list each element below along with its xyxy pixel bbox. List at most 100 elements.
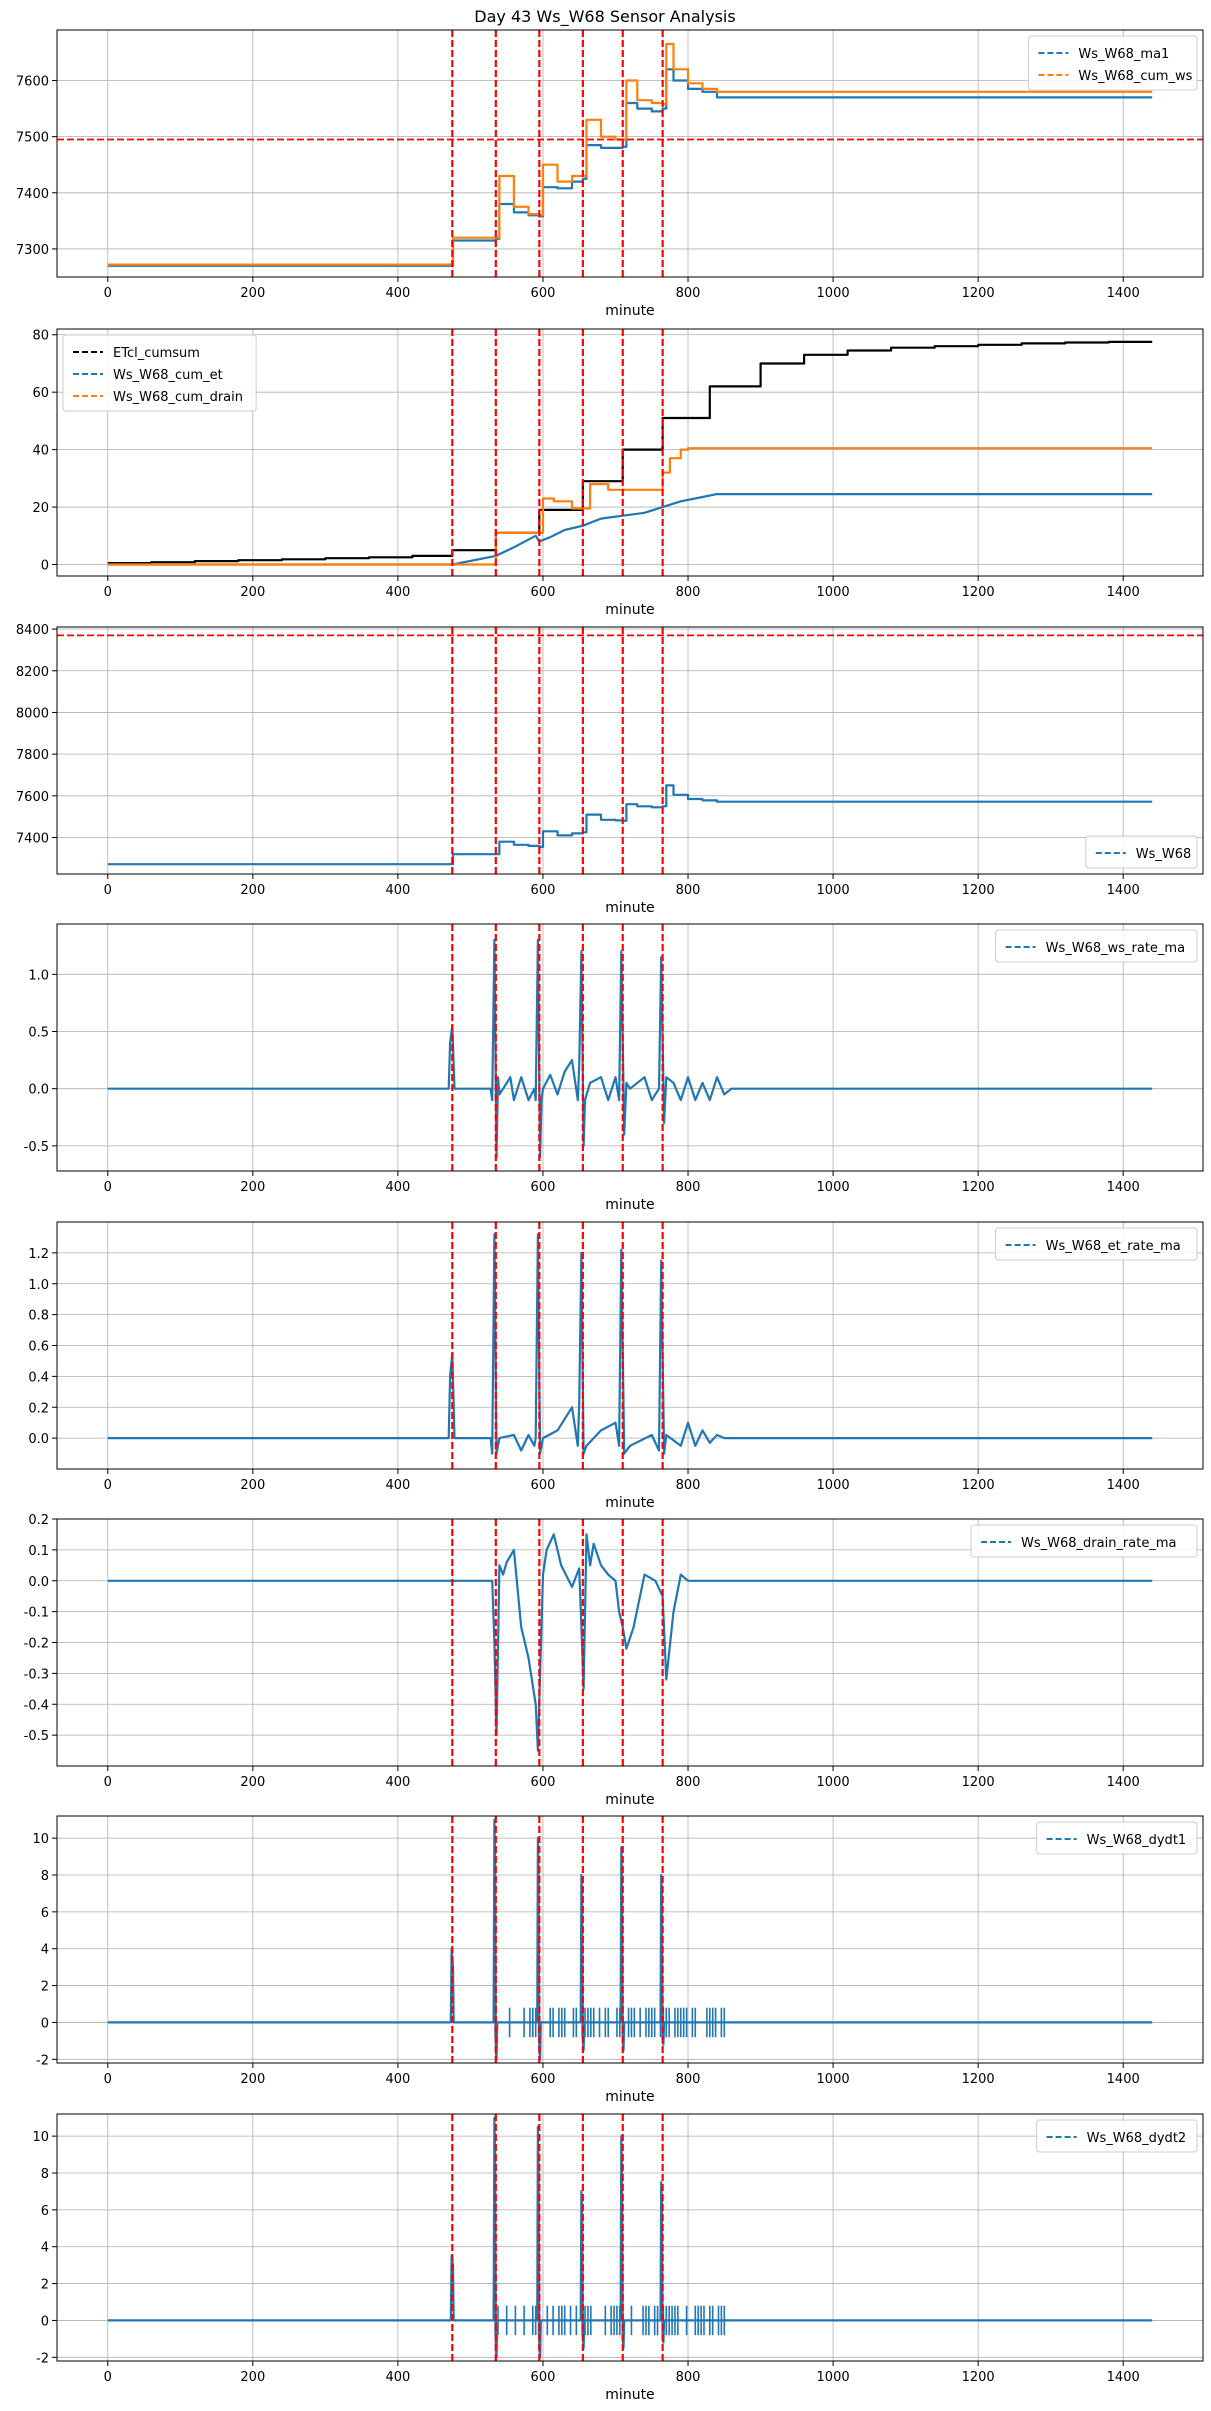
x-tick-label: 1400 (1107, 1478, 1140, 1493)
y-tick-label: 0.2 (28, 1513, 49, 1528)
y-tick-label: 1.0 (28, 968, 49, 983)
grid (57, 627, 1203, 874)
y-tick-label: 4 (41, 2241, 49, 2256)
series-noise (494, 2007, 726, 2038)
x-tick-label: 1200 (962, 883, 995, 898)
x-tick-label: 1200 (962, 2072, 995, 2087)
series-line-ETcl_cumsum (107, 340, 1153, 565)
x-axis-label: minute (605, 1495, 654, 1511)
x-axis-label: minute (605, 1197, 654, 1213)
y-tick-label: 0 (41, 2016, 49, 2031)
legend-label: Ws_W68_drain_rate_ma (1021, 1536, 1176, 1551)
y-tick-label: 7600 (16, 790, 49, 805)
x-tick-label: 600 (531, 1775, 556, 1790)
x-tick-label: 0 (104, 883, 112, 898)
y-tick-label: 0.0 (28, 1432, 49, 1447)
x-tick-label: 200 (240, 2072, 265, 2087)
x-axis-label: minute (605, 602, 654, 618)
legend: ETcl_cumsum Ws_W68_cum_et Ws_W68_cum_drain (62, 334, 257, 412)
legend: Ws_W68 (1085, 835, 1198, 869)
x-tick-label: 800 (676, 2370, 701, 2385)
axes-frame (56, 2113, 1204, 2362)
y-tick-label: 80 (32, 329, 49, 344)
x-tick-label: 1000 (817, 585, 850, 600)
x-tick-label: 1400 (1107, 883, 1140, 898)
y-tick-label: -0.4 (24, 1698, 49, 1713)
y-tick-label: -0.5 (24, 1140, 49, 1155)
plot-area (107, 329, 1153, 576)
legend-box (1085, 835, 1198, 869)
legend-label: Ws_W68_cum_ws (1078, 69, 1192, 84)
x-tick-label: 800 (676, 1775, 701, 1790)
legend-box (1027, 35, 1198, 91)
plot-area (107, 1222, 1153, 1469)
legend-label: Ws_W68_ws_rate_ma (1046, 941, 1185, 956)
series-line-Ws_W68_cum_et (107, 493, 1153, 566)
y-tick-label: 0.8 (28, 1309, 49, 1324)
y-tick-label: 0.4 (28, 1370, 49, 1385)
x-tick-label: 400 (385, 2370, 410, 2385)
x-tick-label: 0 (104, 1478, 112, 1493)
y-tick-label: 7400 (16, 187, 49, 202)
x-tick-label: 800 (676, 585, 701, 600)
legend-box (1036, 1821, 1198, 1855)
x-tick-label: 400 (385, 883, 410, 898)
series-line-Ws_W68_dydt2 (107, 2116, 1153, 2359)
x-tick-label: 1200 (962, 2370, 995, 2385)
y-tick-label: 20 (32, 501, 49, 516)
y-tick-label: 1.2 (28, 1247, 49, 1262)
x-tick-label: 200 (240, 286, 265, 301)
y-tick-label: 7800 (16, 748, 49, 763)
x-tick-label: 800 (676, 2072, 701, 2087)
y-tick-label: 7600 (16, 75, 49, 90)
legend-box (62, 334, 257, 412)
series-line-Ws_W68_dydt1 (107, 1818, 1153, 2061)
x-tick-label: 1000 (817, 1180, 850, 1195)
x-tick-label: 400 (385, 2072, 410, 2087)
y-tick-label: 8 (41, 2167, 49, 2182)
legend-label: ETcl_cumsum (113, 346, 200, 361)
x-tick-label: 1000 (817, 1775, 850, 1790)
series-line-Ws_W68_cum_drain (107, 447, 1153, 566)
x-tick-label: 0 (104, 286, 112, 301)
x-tick-label: 800 (676, 883, 701, 898)
x-tick-label: 1400 (1107, 1775, 1140, 1790)
grid (57, 2114, 1203, 2361)
grid (57, 30, 1203, 277)
y-tick-label: 6 (41, 2204, 49, 2219)
y-tick-label: 0.2 (28, 1401, 49, 1416)
x-tick-label: 0 (104, 2072, 112, 2087)
legend-box (1036, 2119, 1198, 2153)
y-tick-label: -0.2 (24, 1637, 49, 1652)
x-tick-label: 400 (385, 1478, 410, 1493)
x-tick-label: 1000 (817, 286, 850, 301)
y-tick-label: 10 (32, 1832, 49, 1847)
x-tick-label: 1200 (962, 585, 995, 600)
y-tick-label: 8400 (16, 623, 49, 638)
x-tick-label: 600 (531, 286, 556, 301)
legend: Ws_W68_dydt2 (1036, 2119, 1198, 2153)
axes-frame (56, 923, 1204, 1172)
plot-area (57, 627, 1203, 874)
legend: Ws_W68_ma1 Ws_W68_cum_ws (1027, 35, 1198, 91)
y-tick-label: -2 (36, 2351, 49, 2366)
legend-box (970, 1524, 1198, 1558)
x-tick-label: 1200 (962, 1180, 995, 1195)
x-tick-label: 1200 (962, 1775, 995, 1790)
x-tick-label: 400 (385, 1180, 410, 1195)
y-tick-label: -0.1 (24, 1606, 49, 1621)
x-tick-label: 200 (240, 585, 265, 600)
y-tick-label: 8000 (16, 706, 49, 721)
x-tick-label: 800 (676, 1180, 701, 1195)
x-tick-label: 1200 (962, 286, 995, 301)
y-tick-label: 2 (41, 1980, 49, 1995)
x-tick-label: 600 (531, 1180, 556, 1195)
x-axis-label: minute (605, 900, 654, 916)
legend: Ws_W68_et_rate_ma (995, 1227, 1198, 1261)
y-tick-label: 0 (41, 559, 49, 574)
x-tick-label: 0 (104, 585, 112, 600)
y-tick-label: -2 (36, 2053, 49, 2068)
x-tick-label: 600 (531, 883, 556, 898)
x-axis-label: minute (605, 2387, 654, 2403)
